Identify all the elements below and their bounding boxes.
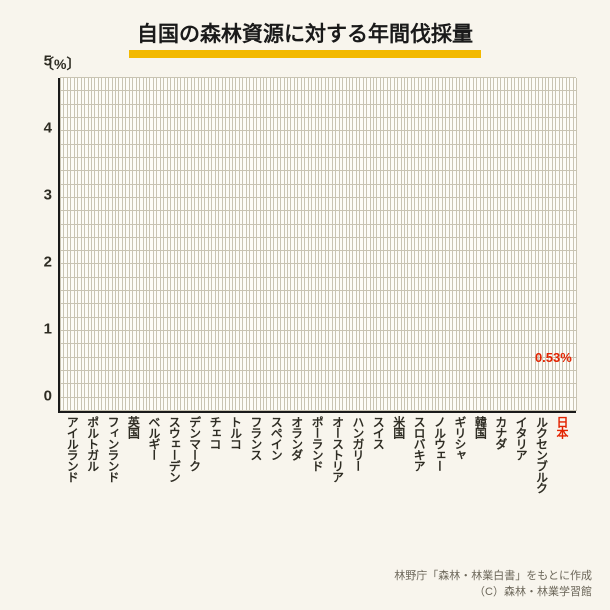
x-tick-label: ハンガリー <box>352 416 364 493</box>
x-tick-label: 日本 <box>556 416 568 493</box>
x-label-slot: ハンガリー <box>348 416 368 493</box>
x-tick-label: スイス <box>372 416 384 493</box>
x-label-slot: 米国 <box>389 416 409 493</box>
y-tick-label: 5 <box>44 53 52 70</box>
x-tick-label: デンマーク <box>189 416 201 493</box>
y-tick-label: 0 <box>44 388 52 405</box>
x-tick-label: チェコ <box>209 416 221 493</box>
source-line-2: （C）森林・林業学習館 <box>394 585 592 600</box>
plot-area: 0.53% <box>58 78 576 413</box>
x-tick-label: オランダ <box>291 416 303 493</box>
x-tick-label: イタリア <box>515 416 527 493</box>
x-tick-label: アイルランド <box>66 416 78 493</box>
x-tick-label: スロバキア <box>413 416 425 493</box>
chart-title: 自国の森林資源に対する年間伐採量 <box>129 18 481 58</box>
source-line-1: 林野庁「森林・林業白書」をもとに作成 <box>394 569 592 584</box>
x-tick-label: スペイン <box>270 416 282 493</box>
chart-container: 自国の森林資源に対する年間伐採量 〔%〕 012345 0.53% アイルランド… <box>0 0 610 610</box>
x-tick-label: ポルトガル <box>87 416 99 493</box>
x-tick-label: オーストリア <box>331 416 343 493</box>
x-tick-label: ルクセンブルク <box>536 416 548 493</box>
x-label-slot: チェコ <box>205 416 225 493</box>
x-label-slot: スペイン <box>266 416 286 493</box>
x-label-slot: ギリシャ <box>450 416 470 493</box>
title-wrap: 自国の森林資源に対する年間伐採量 <box>18 18 592 58</box>
x-tick-label: フィンランド <box>107 416 119 493</box>
x-label-slot: ベルギー <box>144 416 164 493</box>
x-tick-label: 英国 <box>127 416 139 493</box>
x-label-slot: スウェーデン <box>164 416 184 493</box>
x-label-slot: スイス <box>368 416 388 493</box>
source-attribution: 林野庁「森林・林業白書」をもとに作成 （C）森林・林業学習館 <box>394 569 592 600</box>
x-label-slot: デンマーク <box>184 416 204 493</box>
x-label-slot: カナダ <box>491 416 511 493</box>
x-tick-label: ノルウェー <box>434 416 446 493</box>
x-tick-label: 韓国 <box>474 416 486 493</box>
x-label-slot: 韓国 <box>470 416 490 493</box>
x-label-slot: フィンランド <box>103 416 123 493</box>
x-label-slot: オランダ <box>286 416 306 493</box>
x-label-slot: 英国 <box>123 416 143 493</box>
x-label-slot: ノルウェー <box>429 416 449 493</box>
x-tick-label: ギリシャ <box>454 416 466 493</box>
x-label-slot: ポルトガル <box>82 416 102 493</box>
y-tick-label: 3 <box>44 187 52 204</box>
x-label-slot: ポーランド <box>307 416 327 493</box>
x-tick-label: フランス <box>250 416 262 493</box>
x-label-slot: スロバキア <box>409 416 429 493</box>
grid-v-line <box>576 78 577 411</box>
y-tick-label: 2 <box>44 254 52 271</box>
x-label-slot: 日本 <box>552 416 572 493</box>
bars-group: 0.53% <box>60 78 576 411</box>
y-ticks: 012345 <box>0 78 52 413</box>
x-label-slot: オーストリア <box>327 416 347 493</box>
y-tick-label: 4 <box>44 120 52 137</box>
x-tick-label: ベルギー <box>148 416 160 493</box>
x-label-slot: トルコ <box>225 416 245 493</box>
x-label-slot: フランス <box>246 416 266 493</box>
x-tick-label: ポーランド <box>311 416 323 493</box>
highlight-value-label: 0.53% <box>535 350 572 365</box>
x-tick-label: カナダ <box>495 416 507 493</box>
x-label-slot: イタリア <box>511 416 531 493</box>
x-label-slot: アイルランド <box>62 416 82 493</box>
y-tick-label: 1 <box>44 321 52 338</box>
x-tick-label: 米国 <box>393 416 405 493</box>
x-label-slot: ルクセンブルク <box>531 416 551 493</box>
x-labels: アイルランドポルトガルフィンランド英国ベルギースウェーデンデンマークチェコトルコ… <box>58 416 576 493</box>
x-tick-label: スウェーデン <box>168 416 180 493</box>
x-tick-label: トルコ <box>229 416 241 493</box>
